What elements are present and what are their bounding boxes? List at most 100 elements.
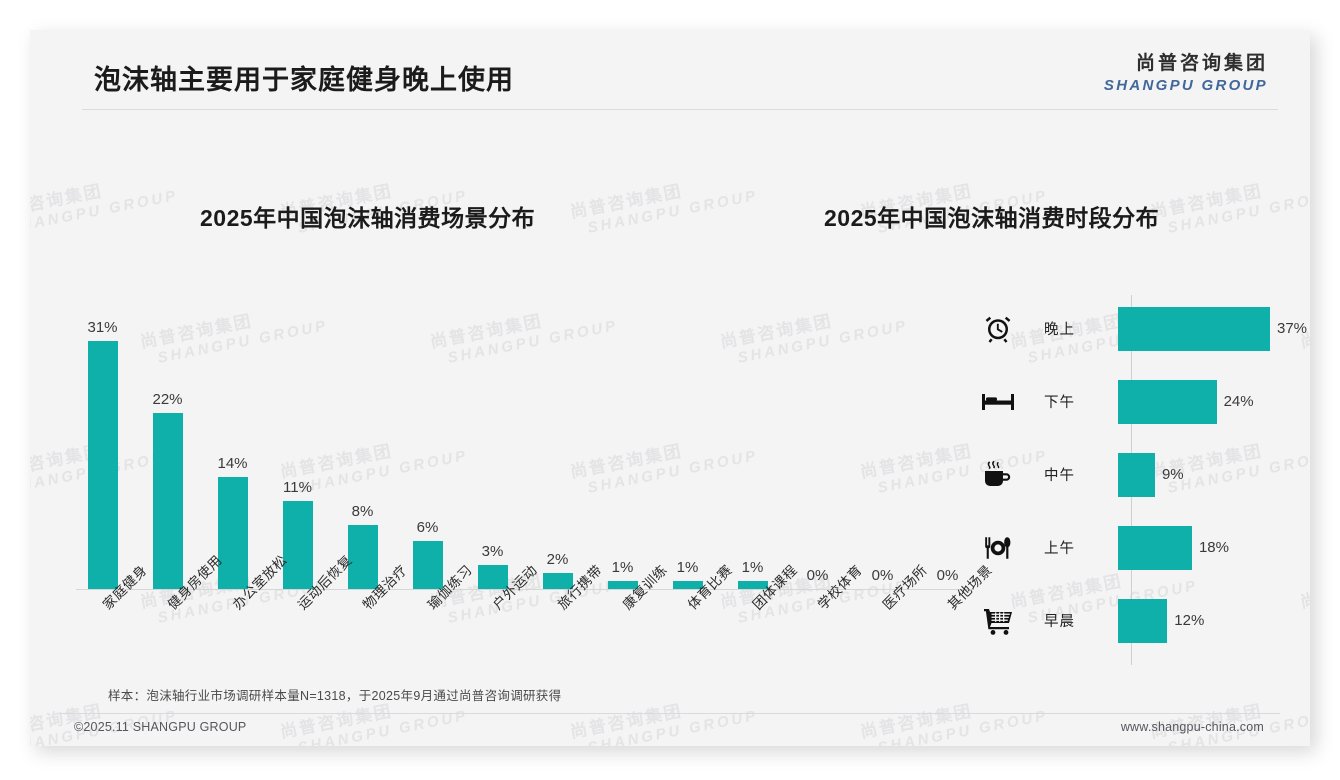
- column-bar-value-label: 0%: [936, 567, 959, 584]
- column-bar-item: 22%: [135, 289, 200, 589]
- column-label-cell: 家庭健身: [70, 562, 149, 693]
- column-bar-value-label: 31%: [87, 319, 118, 336]
- bar-track: 24%: [1118, 365, 1300, 438]
- scenario-column-chart: 31% 22% 14% 11% 8% 6% 3% 2% 1% 1% 1% 0% 0% 0%: [70, 280, 980, 590]
- bar-fill: [1118, 379, 1217, 424]
- bar-value-label: 18%: [1198, 539, 1229, 556]
- column-bar-item: 2%: [525, 289, 590, 589]
- bar-chart-row: 上午 18%: [970, 511, 1300, 584]
- alarm-clock-icon: [970, 314, 1026, 344]
- column-bar-value-label: 0%: [806, 567, 829, 584]
- plate-cutlery-icon: [970, 535, 1026, 561]
- bar-fill: [1118, 452, 1155, 497]
- column-bar-item: 3%: [460, 289, 525, 589]
- column-bar-value-label: 3%: [481, 543, 504, 560]
- column-bar: [282, 501, 313, 589]
- column-bar: [217, 477, 248, 589]
- column-bar-item: 0%: [785, 289, 850, 589]
- column-bar: [412, 541, 443, 589]
- bar-category-label: 上午: [1044, 541, 1075, 557]
- column-bar-value-label: 0%: [871, 567, 894, 584]
- bar-chart-row: 早晨 12%: [970, 584, 1300, 657]
- bar-value-label: 12%: [1174, 612, 1205, 629]
- column-bar: [737, 581, 768, 589]
- page-title: 泡沫轴主要用于家庭健身晚上使用: [94, 65, 514, 95]
- column-label-cell: 康复训练: [590, 562, 669, 693]
- column-bar-value-label: 6%: [416, 519, 439, 536]
- column-chart-baseline: [76, 589, 974, 590]
- column-bar-item: 14%: [200, 289, 265, 589]
- bar-fill: [1118, 306, 1270, 351]
- bar-fill: [1118, 525, 1192, 570]
- bar-chart-row: 下午 24%: [970, 365, 1300, 438]
- bar-value-label: 24%: [1223, 393, 1254, 410]
- column-label-cell: 学校体育: [785, 562, 864, 693]
- column-bar: [152, 413, 183, 589]
- column-bar: [672, 581, 703, 589]
- column-bar-value-label: 14%: [217, 455, 248, 472]
- bed-icon: [970, 389, 1026, 415]
- column-bar-item: 0%: [850, 289, 915, 589]
- column-bar-item: 1%: [655, 289, 720, 589]
- bar-track: 12%: [1118, 584, 1300, 657]
- slide-footer: ©2025.11 SHANGPU GROUP www.shangpu-china…: [30, 720, 1310, 746]
- column-label-cell: 户外运动: [460, 562, 539, 693]
- bar-fill: [1118, 598, 1168, 643]
- bar-track: 18%: [1118, 511, 1300, 584]
- brand-name-en: SHANGPU GROUP: [1103, 77, 1268, 94]
- bar-category-label: 中午: [1044, 468, 1075, 484]
- column-bar-item: 0%: [915, 289, 980, 589]
- bar-chart-row: 晚上 37%: [970, 292, 1307, 365]
- column-bar-item: 11%: [265, 289, 330, 589]
- column-bar-item: 1%: [590, 289, 655, 589]
- brand-logo: 尚普咨询集团 SHANGPU GROUP: [1104, 48, 1268, 94]
- column-bar-value-label: 1%: [741, 559, 764, 576]
- column-label-cell: 运动后恢复: [265, 552, 354, 693]
- column-bar-value-label: 1%: [611, 559, 634, 576]
- bar-category-label: 早晨: [1044, 614, 1075, 630]
- column-bar-value-label: 11%: [283, 479, 312, 496]
- bar-track: 37%: [1118, 292, 1307, 365]
- column-bar: [542, 573, 573, 589]
- column-chart-category-labels: 家庭健身 健身房使用 办公室放松 运动后恢复 物理治疗 瑜伽练习 户外运动 旅行携带 康复训练体…: [70, 552, 994, 693]
- column-label-cell: 健身房使用: [135, 552, 224, 693]
- column-label-cell: 物理治疗: [330, 562, 409, 693]
- column-label-cell: 瑜伽练习: [395, 562, 474, 693]
- column-bar-item: 1%: [720, 289, 785, 589]
- column-label-cell: 团体课程: [720, 562, 799, 693]
- footer-divider: [60, 713, 1280, 714]
- sample-footnote: 样本：泡沫轴行业市场调研样本量N=1318，于2025年9月通过尚普咨询调研获得: [108, 689, 562, 703]
- bar-value-label: 37%: [1277, 320, 1308, 337]
- column-bar: [477, 565, 508, 589]
- brand-name-cn: 尚普咨询集团: [1135, 53, 1268, 74]
- column-bar-item: 6%: [395, 289, 460, 589]
- slide-panel: 尚普咨询集团 SHANGPU GROUP 尚普咨询集团 SHANGPU GROUP 尚普…: [30, 30, 1310, 746]
- column-label-cell: 体育比赛: [655, 562, 734, 693]
- bar-chart-row: 中午 9%: [970, 438, 1300, 511]
- bar-category-label: 晚上: [1044, 322, 1075, 338]
- slide-header: 泡沫轴主要用于家庭健身晚上使用 尚普咨询集团 SHANGPU GROUP: [30, 30, 1310, 110]
- column-bar: [607, 581, 638, 589]
- shopping-cart-icon: [970, 606, 1026, 636]
- left-chart-title: 2025年中国泡沫轴消费场景分布: [200, 205, 536, 231]
- column-bar-item: 8%: [330, 289, 395, 589]
- column-bar-value-label: 8%: [351, 503, 374, 520]
- bar-category-label: 下午: [1044, 395, 1075, 411]
- bar-track: 9%: [1118, 438, 1300, 511]
- column-bar-value-label: 22%: [152, 391, 183, 408]
- header-divider: [82, 109, 1278, 110]
- column-bars-container: 31% 22% 14% 11% 8% 6% 3% 2% 1% 1% 1% 0% 0% 0%: [70, 289, 980, 589]
- column-bar-value-label: 2%: [546, 551, 569, 568]
- column-bar: [347, 525, 378, 589]
- column-label-cell: 医疗场所: [850, 562, 929, 693]
- column-bar: [87, 341, 118, 589]
- footer-copyright: ©2025.11 SHANGPU GROUP: [74, 720, 247, 734]
- column-bar-item: 31%: [70, 289, 135, 589]
- footer-website: www.shangpu-china.com: [1120, 720, 1264, 734]
- column-label-cell: 办公室放松: [200, 552, 289, 693]
- column-bar-value-label: 1%: [676, 559, 699, 576]
- timeslot-bar-chart: 晚上 37% 下午 24% 中午 9% 上午 18% 早晨 12%: [970, 288, 1307, 666]
